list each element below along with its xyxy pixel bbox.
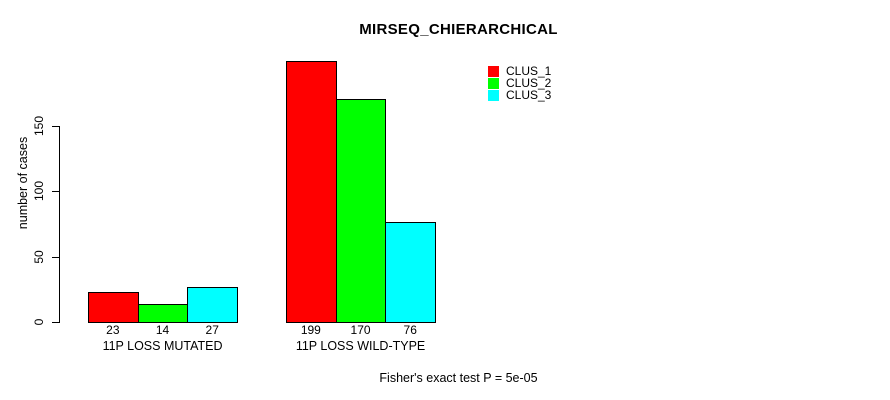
legend-entry: CLUS_3 <box>488 88 552 103</box>
legend-entry: CLUS_1 <box>488 65 551 77</box>
y-axis-line <box>59 125 60 323</box>
bar-clus_2 <box>137 304 189 323</box>
legend-label: CLUS_1 <box>506 63 552 78</box>
y-tick-mark <box>52 322 59 323</box>
bar-clus_1 <box>88 292 139 323</box>
chart-title: MIRSEQ_CHIERARCHICAL <box>359 21 558 38</box>
y-tick-label: 50 <box>32 249 46 264</box>
bar-clus_3 <box>385 222 437 323</box>
y-axis-label: number of cases <box>16 136 30 230</box>
y-tick-mark <box>52 256 59 258</box>
bar-clus_3 <box>187 287 239 323</box>
legend-swatch-clus_2 <box>488 77 499 89</box>
legend-label: CLUS_2 <box>506 75 552 90</box>
bar-clus_2 <box>335 99 387 323</box>
legend-swatch-clus_3 <box>488 90 499 102</box>
bar-value-label: 170 <box>350 323 371 337</box>
bar-value-label: 14 <box>155 323 170 337</box>
y-tick-label: 100 <box>32 180 46 202</box>
bar-value-label: 199 <box>300 323 321 337</box>
bar-value-label: 27 <box>205 323 219 337</box>
group-label: 11P LOSS MUTATED <box>102 339 223 353</box>
legend-label: CLUS_3 <box>506 88 552 103</box>
bar-clus_1 <box>286 61 337 323</box>
annotation-fisher-test: Fisher's exact test P = 5e-05 <box>379 371 538 385</box>
bar-value-label: 76 <box>403 323 417 337</box>
bar-value-label: 23 <box>106 323 120 337</box>
y-tick-label: 150 <box>32 115 46 136</box>
group-label: 11P LOSS WILD-TYPE <box>295 339 426 353</box>
legend: CLUS_1 CLUS_2 CLUS_3 <box>488 65 551 102</box>
legend-swatch-clus_1 <box>488 65 499 77</box>
y-tick-label: 0 <box>32 318 46 326</box>
y-tick-mark <box>52 125 59 127</box>
y-tick-mark <box>52 191 59 192</box>
legend-entry: CLUS_2 <box>488 77 551 89</box>
